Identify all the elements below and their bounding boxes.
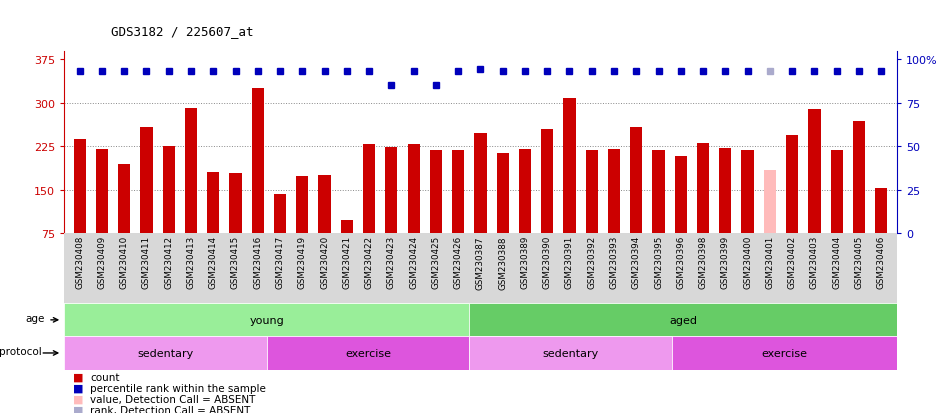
Bar — [267, 337, 469, 370]
Text: value, Detection Call = ABSENT: value, Detection Call = ABSENT — [90, 394, 256, 404]
Text: GSM230425: GSM230425 — [431, 235, 441, 289]
Bar — [586, 151, 598, 277]
Text: ■: ■ — [73, 405, 84, 413]
Bar — [719, 149, 731, 277]
Text: GSM230405: GSM230405 — [854, 235, 864, 289]
Text: GDS3182 / 225607_at: GDS3182 / 225607_at — [111, 25, 253, 38]
Bar — [475, 134, 487, 277]
Bar — [318, 176, 331, 277]
Text: GSM230391: GSM230391 — [565, 235, 574, 289]
Text: GSM230411: GSM230411 — [142, 235, 151, 288]
Bar — [452, 151, 464, 277]
Bar — [252, 88, 264, 277]
Bar — [296, 177, 308, 277]
Text: protocol: protocol — [0, 347, 41, 356]
Bar — [64, 337, 267, 370]
Bar — [519, 150, 531, 277]
Bar — [496, 154, 509, 277]
Bar — [674, 157, 687, 277]
Bar — [73, 140, 86, 277]
Bar — [163, 147, 175, 277]
Text: GSM230424: GSM230424 — [409, 235, 418, 288]
Text: ■: ■ — [73, 383, 84, 393]
Bar — [808, 109, 820, 277]
Bar — [831, 151, 843, 277]
Text: GSM230422: GSM230422 — [365, 235, 374, 288]
Text: GSM230413: GSM230413 — [187, 235, 196, 289]
Bar — [630, 128, 642, 277]
Bar — [430, 151, 442, 277]
Bar — [563, 99, 576, 277]
Text: GSM230396: GSM230396 — [676, 235, 686, 289]
Bar — [672, 337, 897, 370]
Bar — [96, 150, 108, 277]
Text: sedentary: sedentary — [138, 348, 193, 358]
Text: GSM230408: GSM230408 — [75, 235, 84, 289]
Text: GSM230406: GSM230406 — [877, 235, 885, 289]
Text: percentile rank within the sample: percentile rank within the sample — [90, 383, 267, 393]
Text: GSM230410: GSM230410 — [120, 235, 129, 289]
Text: GSM230403: GSM230403 — [810, 235, 819, 289]
Text: young: young — [250, 315, 284, 325]
Text: GSM230388: GSM230388 — [498, 235, 507, 289]
Bar — [764, 171, 776, 277]
Bar — [363, 145, 375, 277]
Text: age: age — [25, 313, 45, 323]
Bar — [608, 150, 620, 277]
Text: rank, Detection Call = ABSENT: rank, Detection Call = ABSENT — [90, 405, 251, 413]
Bar — [875, 189, 887, 277]
Text: GSM230423: GSM230423 — [387, 235, 396, 289]
Text: GSM230389: GSM230389 — [520, 235, 529, 289]
Text: GSM230414: GSM230414 — [209, 235, 218, 288]
Text: GSM230395: GSM230395 — [654, 235, 663, 289]
Text: GSM230392: GSM230392 — [587, 235, 596, 289]
Bar — [185, 109, 197, 277]
Text: GSM230409: GSM230409 — [97, 235, 106, 289]
Text: count: count — [90, 372, 120, 382]
Bar — [229, 174, 241, 277]
Bar — [207, 173, 219, 277]
Text: GSM230420: GSM230420 — [320, 235, 329, 289]
Bar — [541, 130, 553, 277]
Text: GSM230387: GSM230387 — [476, 235, 485, 289]
Bar — [853, 122, 865, 277]
Text: sedentary: sedentary — [543, 348, 598, 358]
Bar — [786, 135, 798, 277]
Text: aged: aged — [669, 315, 697, 325]
Text: GSM230421: GSM230421 — [342, 235, 351, 288]
Text: GSM230393: GSM230393 — [609, 235, 619, 289]
Text: GSM230419: GSM230419 — [298, 235, 307, 288]
Text: GSM230399: GSM230399 — [721, 235, 730, 289]
Text: GSM230394: GSM230394 — [632, 235, 641, 289]
Text: exercise: exercise — [345, 348, 391, 358]
Bar — [341, 221, 353, 277]
Bar — [741, 151, 754, 277]
Bar — [469, 337, 672, 370]
Text: ■: ■ — [73, 372, 84, 382]
Bar — [408, 145, 420, 277]
Bar — [653, 151, 665, 277]
Bar — [385, 147, 398, 277]
Text: GSM230404: GSM230404 — [832, 235, 841, 289]
Text: GSM230390: GSM230390 — [543, 235, 552, 289]
Text: GSM230426: GSM230426 — [454, 235, 463, 288]
Bar — [469, 304, 897, 337]
Text: ■: ■ — [73, 394, 84, 404]
Text: GSM230400: GSM230400 — [743, 235, 752, 289]
Bar — [118, 164, 130, 277]
Text: GSM230402: GSM230402 — [788, 235, 797, 289]
Text: GSM230417: GSM230417 — [275, 235, 284, 289]
Bar — [140, 128, 153, 277]
Bar — [274, 195, 286, 277]
Text: exercise: exercise — [761, 348, 807, 358]
Text: GSM230415: GSM230415 — [231, 235, 240, 289]
Bar — [697, 144, 709, 277]
Bar — [64, 304, 469, 337]
Text: GSM230412: GSM230412 — [164, 235, 173, 288]
Text: GSM230401: GSM230401 — [765, 235, 774, 289]
Text: GSM230416: GSM230416 — [253, 235, 262, 288]
Text: GSM230398: GSM230398 — [699, 235, 707, 289]
